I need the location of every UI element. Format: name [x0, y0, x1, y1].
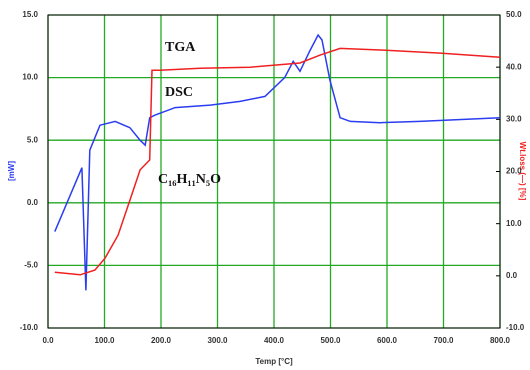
x-tick-label: 700.0: [433, 336, 454, 345]
y2-tick-label: 30.0: [506, 114, 522, 123]
y-tick-label: -5.0: [24, 261, 38, 270]
y2-axis-label: Wt.loss (—) [%]: [518, 142, 527, 201]
y2-tick-label: 50.0: [506, 10, 522, 19]
y-tick-label: 15.0: [22, 10, 38, 19]
x-tick-label: 100.0: [94, 336, 115, 345]
plot-frame: [47, 14, 501, 329]
x-tick-label: 0.0: [42, 336, 54, 345]
annotation: TGA: [165, 40, 196, 55]
y2-tick-label: -10.0: [506, 323, 525, 332]
y2-tick-label: 0.0: [506, 271, 518, 280]
x-tick-label: 600.0: [377, 336, 398, 345]
y-tick-label: 0.0: [27, 198, 39, 207]
y2-tick-label: 20.0: [506, 167, 522, 176]
y2-tick-label: 40.0: [506, 62, 522, 71]
y2-tick-label: 10.0: [506, 219, 522, 228]
series-line: [54, 47, 501, 276]
x-tick-label: 500.0: [320, 336, 341, 345]
y-axis-label: [mW]: [7, 161, 16, 181]
y-tick-label: 10.0: [22, 73, 38, 82]
x-tick-label: 300.0: [207, 336, 228, 345]
x-axis-label: Temp [°C]: [255, 357, 293, 366]
x-tick-label: 200.0: [151, 336, 172, 345]
y-tick-label: 5.0: [27, 135, 39, 144]
annotation: C₁₆H₁₁N₅O: [158, 172, 221, 187]
annotation: DSC: [165, 85, 193, 100]
series-line: [54, 33, 501, 291]
x-tick-label: 800.0: [490, 336, 511, 345]
y-tick-label: -10.0: [20, 323, 39, 332]
x-tick-label: 400.0: [264, 336, 285, 345]
